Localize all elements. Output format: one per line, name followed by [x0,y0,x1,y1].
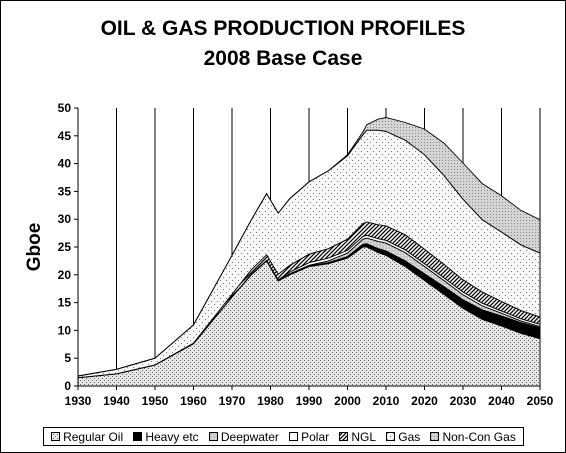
x-tick-label: 1970 [219,394,246,408]
legend-label: Regular Oil [63,429,124,444]
x-tick-label: 1940 [103,394,130,408]
y-tick-label: 45 [58,129,72,143]
legend-swatch [208,432,218,441]
x-tick-label: 2010 [373,394,400,408]
legend-label: Non-Con Gas [442,429,516,444]
legend-label: Heavy etc [145,429,199,444]
y-tick-label: 50 [58,101,72,115]
legend-label: Polar [301,429,330,444]
x-tick-label: 2030 [450,394,477,408]
y-tick-label: 15 [58,296,72,310]
legend-item-deepwater: Deepwater [208,429,279,444]
legend-label: NGL [351,429,377,444]
y-tick-label: 40 [58,157,72,171]
y-axis-label: Gboe [24,223,45,272]
legend-swatch [386,432,396,441]
legend-item-non-con-gas: Non-Con Gas [430,429,516,444]
x-tick-label: 1980 [257,394,284,408]
x-tick-labels: 1930 1940 1950 1960 1970 1980 1990 2000 2010 2020… [65,386,554,408]
x-tick-label: 1950 [142,394,169,408]
y-tick-label: 35 [58,184,72,198]
chart-subtitle: 2008 Base Case [203,47,363,70]
legend-item-regular-oil: Regular Oil [51,430,123,444]
y-tick-label: 5 [64,351,71,365]
x-tick-label: 1930 [65,394,92,408]
legend-label: Deepwater [220,429,279,444]
x-tick-label: 1990 [296,394,323,408]
y-tick-label: 30 [58,212,72,226]
x-tick-label: 2040 [488,394,515,408]
x-tick-label: 2020 [411,394,438,408]
x-tick-label: 2050 [527,394,554,408]
x-tick-label: 2000 [334,394,361,408]
chart-title: OIL & GAS PRODUCTION PROFILES [100,17,466,40]
y-tick-label: 25 [58,240,72,254]
y-tick-label: 0 [64,379,71,393]
legend-swatch [430,432,440,441]
legend-swatch [339,432,349,441]
legend-label: Gas [398,429,421,444]
legend-swatch [289,432,299,441]
x-tick-label: 1960 [180,394,207,408]
legend-item-gas: Gas [386,430,420,444]
y-tick-label: 20 [58,268,72,282]
legend-item-polar: Polar [289,430,329,444]
y-tick-label: 10 [58,323,72,337]
legend-swatch [133,432,143,441]
legend-item-heavy-etc: Heavy etc [133,429,199,444]
area-non-con-gas [77,117,541,377]
legend: Regular Oil Heavy etc Deepwater Polar NGL Gas… [43,427,524,446]
y-tick-labels: 0 5 10 15 20 25 30 35 40 45 50 [58,101,78,393]
legend-item-ngl: NGL [339,430,376,444]
legend-swatch [51,432,61,441]
